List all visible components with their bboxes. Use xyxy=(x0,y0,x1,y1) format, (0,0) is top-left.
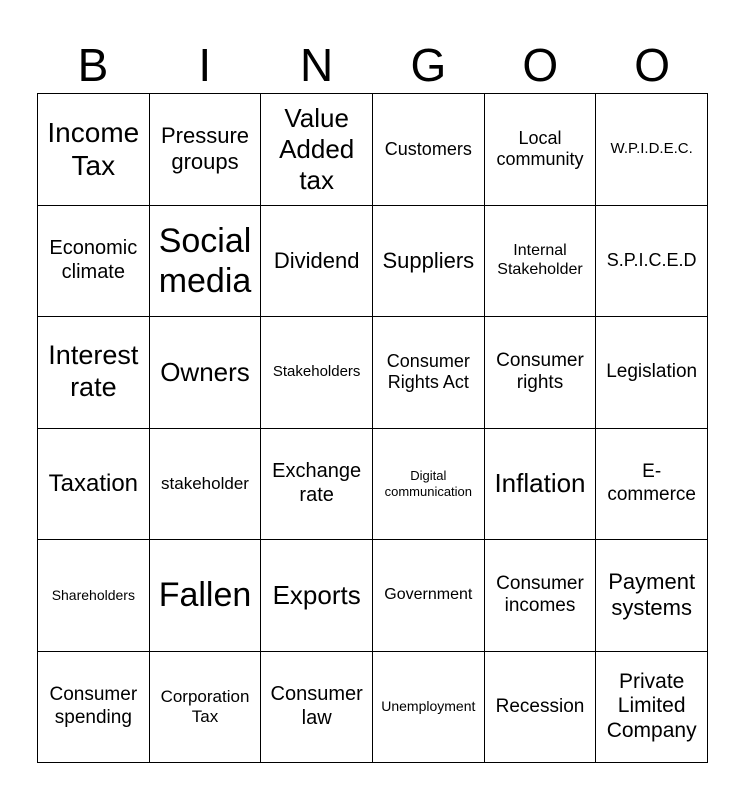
bingo-cell[interactable]: Social media xyxy=(149,205,262,317)
bingo-cell[interactable]: Consumer incomes xyxy=(484,540,597,652)
header-letter: B xyxy=(77,39,109,91)
bingo-cell[interactable]: Consumer rights xyxy=(484,317,597,429)
bingo-cell[interactable]: Exchange rate xyxy=(261,428,373,540)
bingo-cell[interactable]: Payment systems xyxy=(596,540,708,652)
header-letter: O xyxy=(522,39,559,91)
bingo-cell[interactable]: stakeholder xyxy=(149,428,262,540)
bingo-cell[interactable]: Value Added tax xyxy=(261,94,373,206)
bingo-cell[interactable]: Income Tax xyxy=(38,94,150,206)
bingo-cell[interactable]: W.P.I.D.E.C. xyxy=(596,94,708,206)
bingo-cell[interactable]: Consumer Rights Act xyxy=(372,317,485,429)
header-letter: O xyxy=(634,39,670,91)
bingo-cell[interactable]: Consumer spending xyxy=(38,651,150,763)
bingo-cell[interactable]: Local community xyxy=(484,94,597,206)
bingo-cell[interactable]: Owners xyxy=(149,317,262,429)
bingo-cell[interactable]: Exports xyxy=(261,540,373,652)
bingo-cell[interactable]: Unemployment xyxy=(372,651,485,763)
bingo-cell[interactable]: Customers xyxy=(372,94,485,206)
bingo-cell[interactable]: Recession xyxy=(484,651,597,763)
header-letter: G xyxy=(410,39,447,91)
bingo-cell[interactable]: Corporation Tax xyxy=(149,651,262,763)
bingo-cell[interactable]: Economic climate xyxy=(38,205,150,317)
bingo-cell[interactable]: Interest rate xyxy=(38,317,150,429)
bingo-cell[interactable]: Shareholders xyxy=(38,540,150,652)
bingo-cell[interactable]: E-commerce xyxy=(596,428,708,540)
bingo-cell[interactable]: Fallen xyxy=(149,540,262,652)
bingo-cell[interactable]: Inflation xyxy=(484,428,597,540)
bingo-cell[interactable]: S.P.I.C.E.D xyxy=(596,205,708,317)
bingo-cell[interactable]: Taxation xyxy=(38,428,150,540)
bingo-cell[interactable]: Internal Stakeholder xyxy=(484,205,597,317)
bingo-cell[interactable]: Legislation xyxy=(596,317,708,429)
bingo-cell[interactable]: Suppliers xyxy=(372,205,485,317)
bingo-grid: Income Tax Pressure groups Value Added tax… xyxy=(37,93,708,763)
bingo-cell[interactable]: Digital communication xyxy=(372,428,485,540)
bingo-cell[interactable]: Consumer law xyxy=(261,651,373,763)
bingo-cell[interactable]: Private Limited Company xyxy=(596,651,708,763)
bingo-cell[interactable]: Stakeholders xyxy=(261,317,373,429)
bingo-cell[interactable]: Government xyxy=(372,540,485,652)
bingo-cell[interactable]: Dividend xyxy=(261,205,373,317)
header-letter: I xyxy=(198,39,212,91)
header-letter: N xyxy=(299,39,334,91)
bingo-cell[interactable]: Pressure groups xyxy=(149,94,262,206)
